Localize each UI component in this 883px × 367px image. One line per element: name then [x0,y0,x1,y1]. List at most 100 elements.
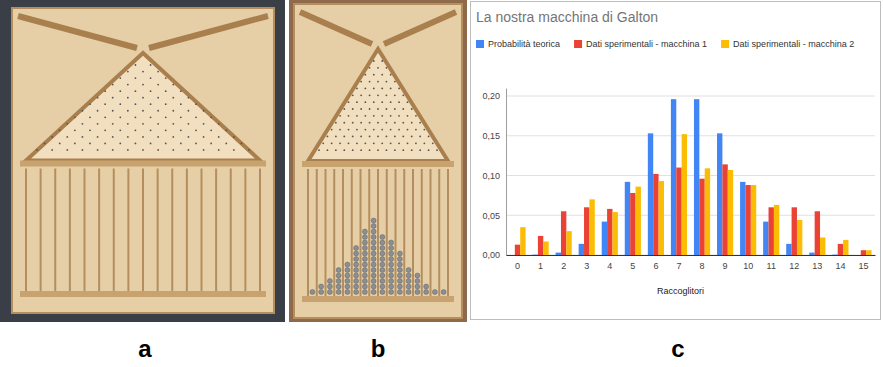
pin [360,81,362,83]
ball [389,273,394,278]
pin [203,149,205,151]
collector-wall [127,169,129,292]
ball [424,284,429,289]
pin [135,77,137,79]
ball [354,268,359,273]
pin [165,116,167,118]
collector-wall [113,169,115,292]
pin [352,136,354,138]
pin [119,77,121,79]
ball [406,268,411,273]
pin [241,143,243,145]
collector-wall [171,169,173,292]
pin [428,149,430,151]
bar [855,255,860,256]
ball [345,262,350,267]
pin [66,123,68,125]
pin [348,142,350,144]
x-tick-label: 13 [812,261,822,271]
pin [390,115,392,117]
panel-label: c [671,335,684,362]
pin [195,103,197,105]
pin [356,115,358,117]
pin [415,129,417,131]
ball [362,268,367,273]
collector-wall [25,169,27,292]
pin [172,149,174,151]
pin [119,103,121,105]
pin [386,122,388,124]
y-axis: 0,000,050,100,150,20 [482,89,506,261]
bar [786,244,791,255]
pin [415,115,417,117]
pin [157,84,159,86]
bar [625,182,630,255]
pin [112,84,114,86]
collector-wall [351,169,353,296]
pin [210,116,212,118]
bar [607,209,612,255]
pin [381,60,383,62]
collector-wall [186,169,188,292]
y-tick-label: 0,10 [482,171,500,181]
pin [364,88,366,90]
pin [59,129,61,131]
ball [354,262,359,267]
pin [432,142,434,144]
pin [373,88,375,90]
pin [381,88,383,90]
collector-wall [403,169,405,296]
ball [371,218,376,223]
bar [543,241,548,255]
legend-item: Dati sperimentali - macchina 2 [721,39,854,49]
collector-wall [412,169,414,296]
pin [82,123,84,125]
pin [188,97,190,99]
pin [157,123,159,125]
y-tick: 0,05 [482,211,506,221]
collector-wall [40,169,42,292]
x-tick-label: 8 [700,261,705,271]
bar [694,99,699,255]
ball [371,251,376,256]
pin [369,67,371,69]
pin [157,97,159,99]
collector-wall [259,169,261,292]
collector-wall [360,169,362,296]
funnel [18,16,268,48]
pin [343,136,345,138]
pin [411,108,413,110]
rail [20,161,266,167]
x-tick: 5 [630,255,635,271]
bar [602,222,607,255]
ball [371,240,376,245]
pin [377,67,379,69]
pin [188,149,190,151]
bar [820,238,825,255]
bar [636,187,641,255]
pin [398,101,400,103]
pin [339,142,341,144]
ball [380,290,385,295]
grid-line [506,96,875,97]
bar [556,253,561,255]
ball [354,257,359,262]
x-tick-label: 0 [515,261,520,271]
y-axis-line [506,89,507,256]
pin [157,136,159,138]
x-tick: 12 [789,255,799,271]
pin [402,122,404,124]
pin [356,129,358,131]
rail [20,291,266,297]
pin [386,108,388,110]
ball [371,257,376,262]
pin [142,84,144,86]
collector-wall [368,169,370,296]
pin [82,110,84,112]
ball [319,290,324,295]
ball [362,262,367,267]
pin [327,149,329,151]
collector-wall [307,169,309,296]
pin-triangle [308,49,448,161]
x-axis-line [507,255,876,256]
